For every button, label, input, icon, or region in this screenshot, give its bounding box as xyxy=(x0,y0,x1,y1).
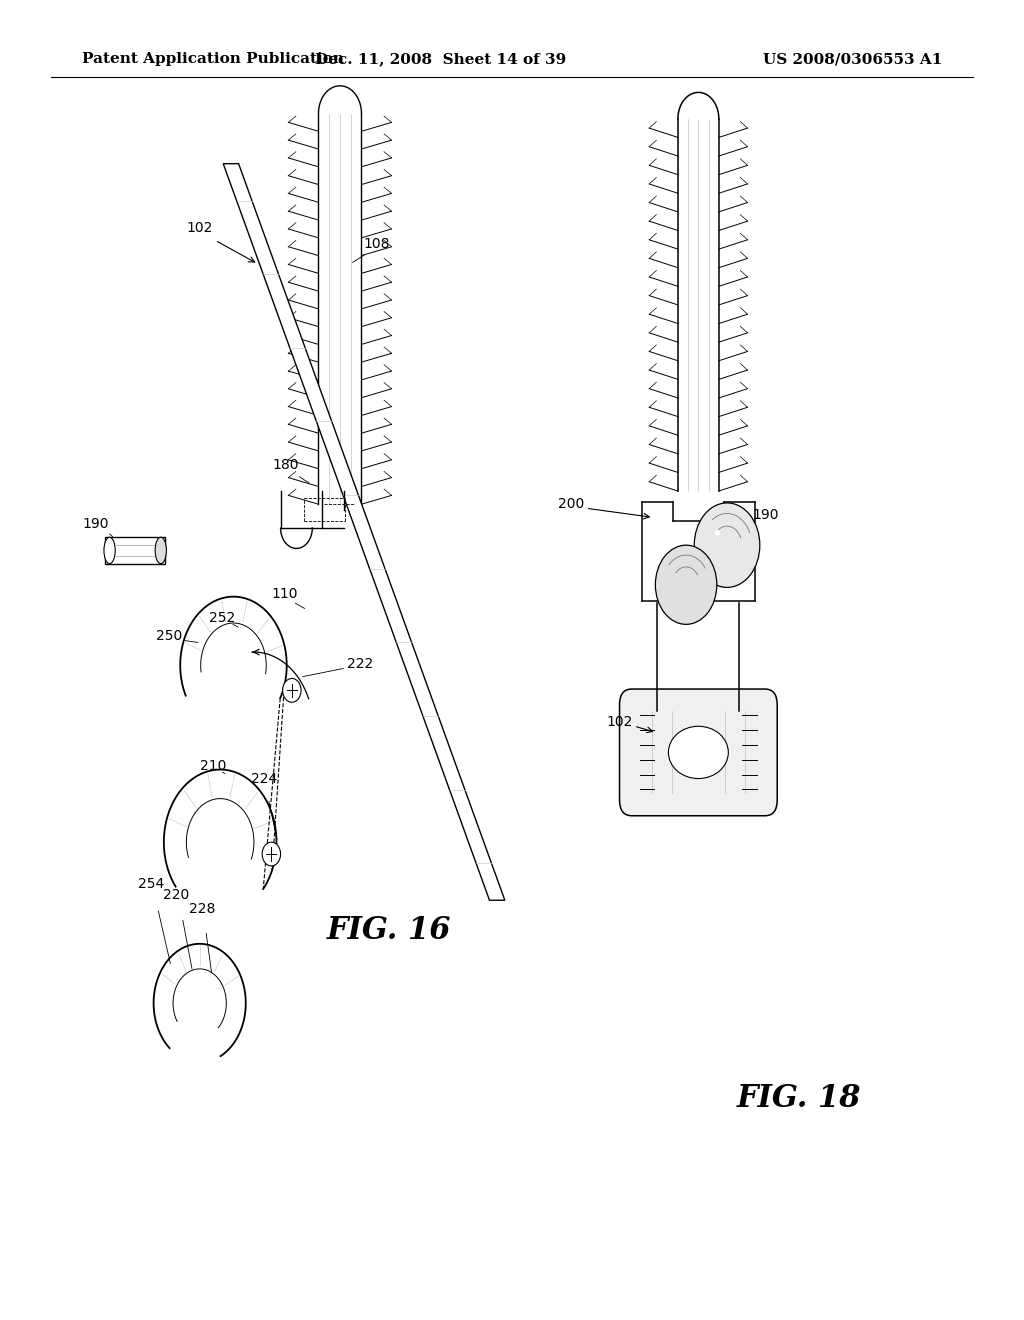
Text: 224: 224 xyxy=(251,772,278,785)
FancyBboxPatch shape xyxy=(620,689,777,816)
Text: 210: 210 xyxy=(200,759,226,772)
Text: 180: 180 xyxy=(272,458,299,471)
Text: 252: 252 xyxy=(209,611,236,624)
Polygon shape xyxy=(223,164,505,900)
Text: 200: 200 xyxy=(558,498,585,511)
Ellipse shape xyxy=(104,537,116,564)
Text: 250: 250 xyxy=(156,630,182,643)
Text: 220: 220 xyxy=(163,888,189,902)
Text: US 2008/0306553 A1: US 2008/0306553 A1 xyxy=(763,53,942,66)
Text: 190: 190 xyxy=(82,517,109,531)
Text: Patent Application Publication: Patent Application Publication xyxy=(82,53,344,66)
Circle shape xyxy=(262,842,281,866)
Text: 102: 102 xyxy=(186,222,213,235)
Circle shape xyxy=(655,545,717,624)
Text: FIG. 16: FIG. 16 xyxy=(327,915,452,946)
Text: FIG. 18: FIG. 18 xyxy=(736,1082,861,1114)
Polygon shape xyxy=(105,537,165,564)
Text: 110: 110 xyxy=(271,587,298,601)
Ellipse shape xyxy=(156,537,166,564)
Text: 108: 108 xyxy=(364,238,390,251)
Text: 222: 222 xyxy=(347,657,374,671)
Ellipse shape xyxy=(669,726,728,779)
Text: 228: 228 xyxy=(188,903,215,916)
Text: 102: 102 xyxy=(606,715,633,729)
Text: Dec. 11, 2008  Sheet 14 of 39: Dec. 11, 2008 Sheet 14 of 39 xyxy=(314,53,566,66)
Circle shape xyxy=(694,503,760,587)
Text: 254: 254 xyxy=(138,878,165,891)
Circle shape xyxy=(283,678,301,702)
Text: 190: 190 xyxy=(753,508,779,521)
